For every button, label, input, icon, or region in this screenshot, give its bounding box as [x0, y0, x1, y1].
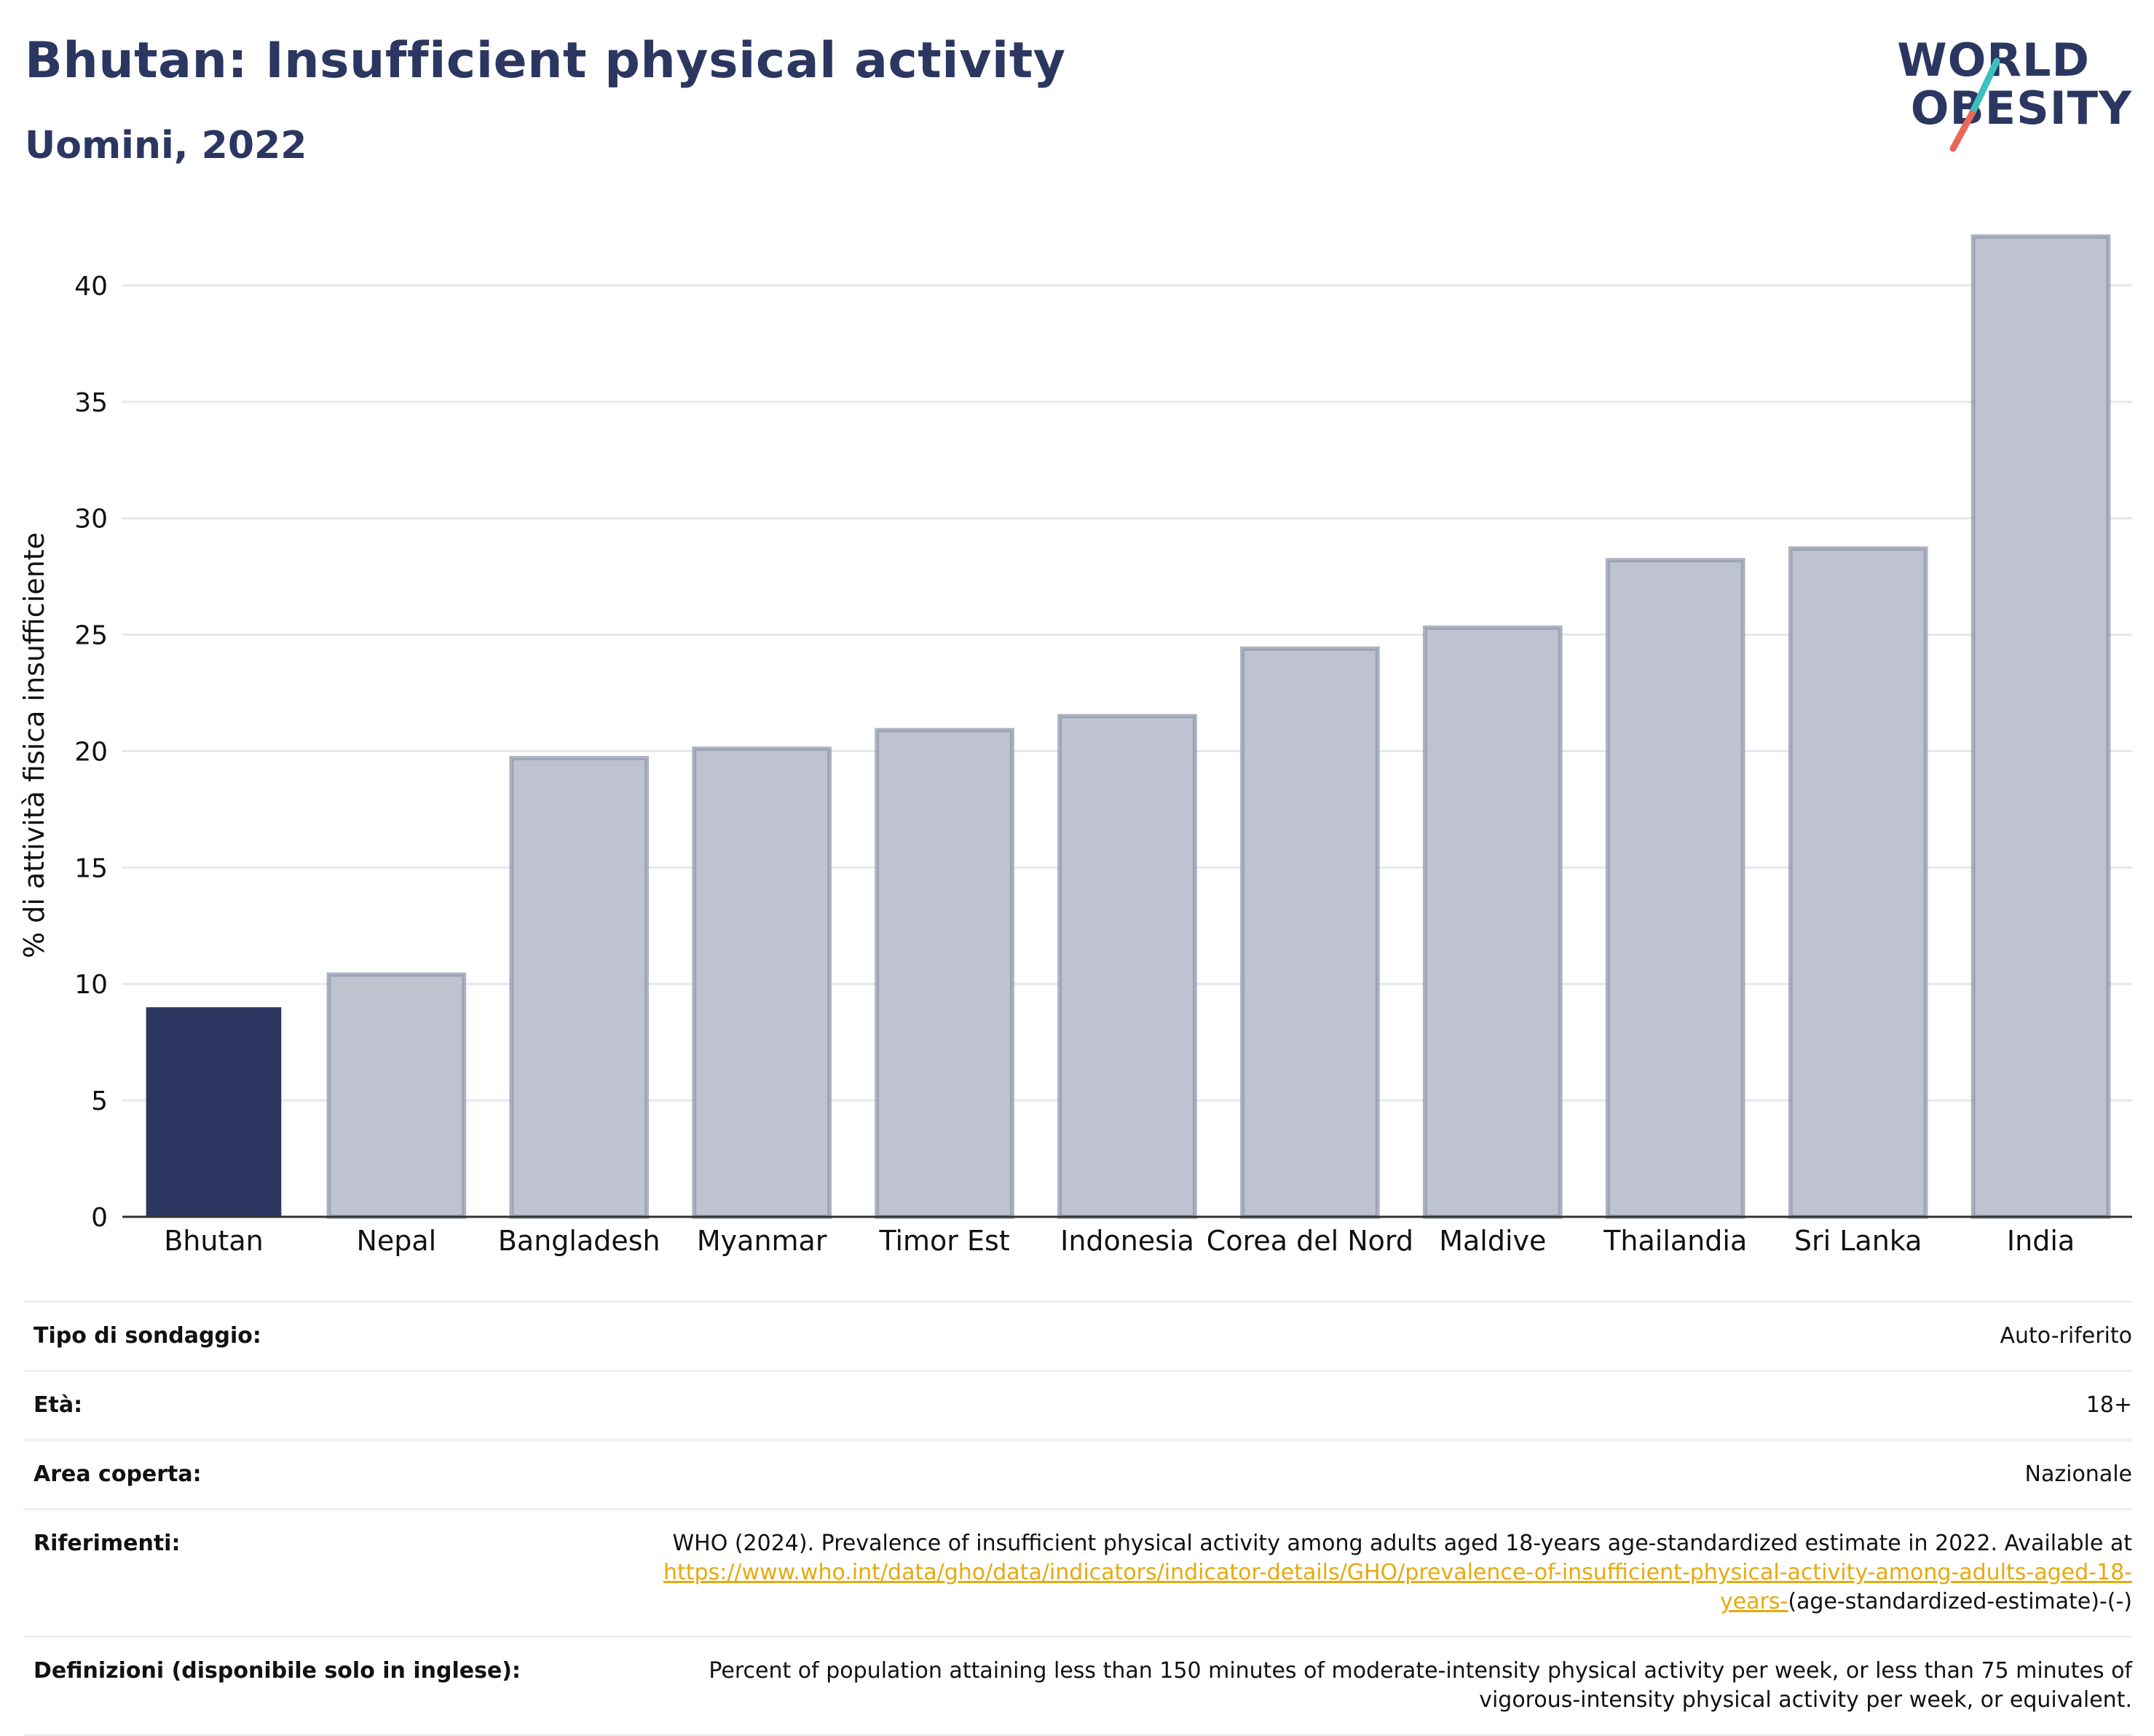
details-value: 18+	[2086, 1392, 2132, 1418]
details-table: Tipo di sondaggio: Auto-riferito Età: 18…	[23, 1301, 2132, 1736]
bar-indonesia	[1057, 714, 1197, 1219]
bar-maldive	[1422, 625, 1563, 1219]
y-tick-label: 35	[74, 388, 108, 418]
bar-bangladesh	[509, 756, 650, 1219]
bars	[146, 234, 2111, 1220]
y-tick-label: 25	[74, 621, 108, 651]
details-label: Età:	[33, 1392, 83, 1418]
bar-timor-est	[875, 727, 1014, 1219]
bar-thailandia	[1605, 558, 1745, 1219]
details-row-area: Area coperta: Nazionale	[23, 1439, 2132, 1508]
logo-slash-icon	[1949, 58, 2000, 152]
x-tick-label: Sri Lanka	[1794, 1225, 1922, 1257]
reference-text: WHO (2024). Prevalence of insufficient p…	[672, 1531, 2132, 1556]
details-row-definitions: Definizioni (disponibile solo in inglese…	[23, 1636, 2132, 1736]
y-tick-label: 5	[91, 1086, 108, 1116]
logo-word-obesity: OBESITY	[1910, 82, 2132, 135]
x-tick-label: Bangladesh	[498, 1225, 660, 1257]
details-value: Percent of population attaining less tha…	[709, 1658, 2132, 1713]
x-tick-label: Nepal	[356, 1225, 436, 1257]
details-value: Auto-riferito	[2000, 1323, 2132, 1349]
details-row-references: Riferimenti: WHO (2024). Prevalence of i…	[23, 1508, 2132, 1636]
x-axis-ticks: Bhutan Nepal Bangladesh Myanmar Timor Est Ind…	[164, 1225, 2075, 1257]
x-tick-label: Timor Est	[878, 1225, 1009, 1257]
chart-title: Bhutan: Insufficient physical activity	[25, 32, 1066, 90]
x-tick-label: Indonesia	[1060, 1225, 1194, 1257]
details-label: Riferimenti:	[33, 1531, 181, 1556]
y-tick-label: 30	[74, 505, 108, 534]
details-value: Nazionale	[2024, 1461, 2132, 1487]
bar-myanmar	[692, 746, 832, 1219]
reference-suffix: (age-standardized-estimate)-(-)	[1788, 1589, 2132, 1614]
bar-corea-del-nord	[1240, 646, 1380, 1219]
x-tick-label: India	[2007, 1225, 2075, 1257]
details-row-age: Età: 18+	[23, 1370, 2132, 1439]
x-tick-label: Bhutan	[164, 1225, 264, 1257]
y-tick-label: 10	[74, 970, 108, 1000]
bar-chart: 0 5 10 15 20 25 30 35 40 Bhutan Nepal Bangladesh My…	[18, 234, 2132, 1257]
y-tick-label: 0	[91, 1203, 108, 1233]
reference-link[interactable]: https://www.who.int/data/gho/data/indica…	[663, 1560, 2132, 1614]
x-tick-label: Corea del Nord	[1207, 1225, 1413, 1257]
details-label: Tipo di sondaggio:	[33, 1323, 261, 1349]
details-row-survey-type: Tipo di sondaggio: Auto-riferito	[23, 1301, 2132, 1370]
bar-sri-lanka	[1788, 546, 1928, 1219]
bar-bhutan	[146, 1007, 282, 1217]
y-tick-label: 20	[74, 737, 108, 767]
y-tick-label: 15	[74, 853, 108, 883]
details-label: Definizioni (disponibile solo in inglese…	[33, 1658, 521, 1684]
bar-india	[1970, 234, 2111, 1220]
x-tick-label: Myanmar	[697, 1225, 827, 1257]
x-tick-label: Thailandia	[1603, 1225, 1747, 1257]
world-obesity-logo: WORLD OBESITY	[1885, 38, 2132, 154]
details-value: WHO (2024). Prevalence of insufficient p…	[603, 1529, 2132, 1617]
y-axis-ticks: 0 5 10 15 20 25 30 35 40	[74, 272, 108, 1233]
y-axis-label: % di attività fisica insufficiente	[18, 532, 50, 958]
details-label: Area coperta:	[33, 1461, 202, 1487]
x-tick-label: Maldive	[1439, 1225, 1546, 1257]
chart-subtitle: Uomini, 2022	[25, 124, 307, 167]
y-tick-label: 40	[74, 272, 108, 301]
bar-nepal	[326, 972, 467, 1220]
